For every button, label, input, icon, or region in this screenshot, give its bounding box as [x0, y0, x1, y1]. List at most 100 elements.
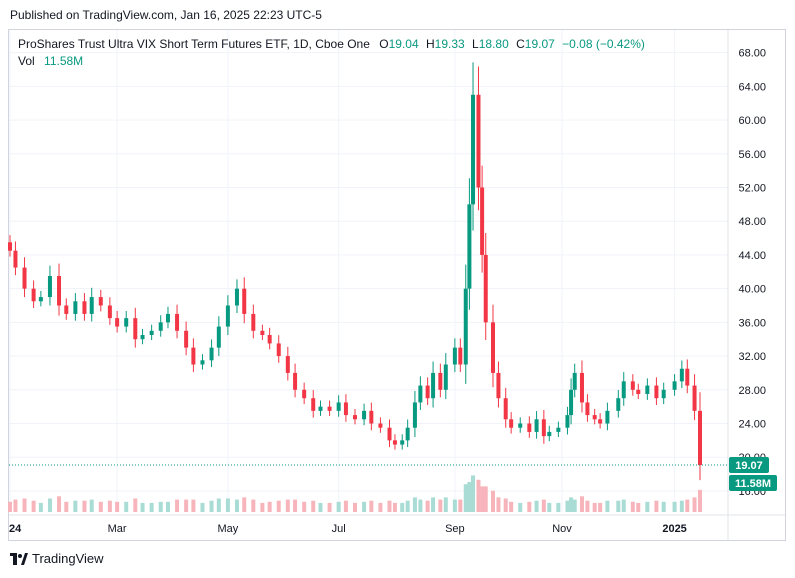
- volume-bar: [82, 500, 87, 512]
- y-tick-label: 48.00: [738, 216, 766, 228]
- candle-body: [133, 318, 138, 340]
- legend-close-label: C: [516, 37, 525, 51]
- candle-body: [378, 423, 383, 428]
- candle-body: [107, 305, 112, 319]
- candle-body: [518, 423, 523, 428]
- candle-body: [184, 330, 189, 348]
- volume-bar: [496, 497, 501, 512]
- candle-body: [149, 330, 154, 335]
- candle-body: [496, 372, 501, 399]
- last-price-label: 19.07: [735, 460, 763, 472]
- volume-bars: [8, 475, 702, 512]
- candle-body: [418, 385, 423, 403]
- volume-bar: [463, 484, 468, 512]
- tradingview-logo-icon[interactable]: [10, 552, 28, 565]
- candle-body: [491, 322, 495, 373]
- volume-bar: [327, 502, 332, 512]
- candle-body: [509, 419, 514, 428]
- candle-body: [569, 389, 574, 416]
- volume-bar: [483, 486, 488, 512]
- candle-body: [636, 389, 641, 394]
- candle-body: [82, 301, 87, 314]
- candle-body: [336, 402, 341, 411]
- volume-bar: [107, 500, 112, 512]
- volume-bar: [585, 500, 590, 512]
- candle-body: [547, 431, 552, 437]
- candle-body: [47, 276, 52, 298]
- x-tick-label: Nov: [552, 523, 572, 535]
- candle-body: [57, 276, 62, 306]
- volume-bar: [13, 499, 18, 512]
- volume-bar: [418, 499, 423, 512]
- volume-bar: [175, 499, 180, 512]
- volume-bar: [57, 496, 62, 512]
- volume-bar: [661, 501, 666, 512]
- candle-body: [471, 94, 476, 205]
- candle-body: [579, 372, 584, 403]
- candle-body: [645, 385, 650, 394]
- candle-body: [260, 330, 265, 335]
- candle-body: [387, 427, 392, 441]
- volume-bar: [31, 500, 36, 512]
- footer-brand[interactable]: TradingView: [32, 551, 104, 566]
- y-tick-label: 52.00: [738, 183, 766, 195]
- volume-bar: [572, 499, 577, 512]
- legend-high-label: H: [425, 37, 435, 51]
- volume-bar: [636, 502, 641, 512]
- volume-bar: [184, 499, 189, 512]
- volume-bar: [431, 497, 436, 512]
- y-tick-label: 28.00: [738, 385, 766, 397]
- candle-body: [443, 364, 448, 390]
- volume-bar: [64, 501, 69, 512]
- candle-body: [425, 385, 430, 399]
- volume-bar: [621, 499, 626, 512]
- candle-body: [480, 187, 485, 255]
- volume-bar: [387, 500, 392, 512]
- volume-bar: [672, 501, 677, 512]
- candle-body: [38, 297, 43, 302]
- volume-bar: [630, 501, 635, 512]
- candle-body: [534, 419, 539, 432]
- volume-bar: [556, 502, 561, 512]
- volume-bar: [124, 501, 129, 512]
- x-tick-label: Sep: [445, 523, 465, 535]
- volume-bar: [8, 501, 12, 512]
- volume-bar: [654, 500, 659, 512]
- volume-bar: [158, 501, 163, 512]
- volume-bar: [38, 502, 43, 512]
- candle-body: [692, 385, 697, 411]
- candle-body: [572, 372, 577, 390]
- volume-bar: [412, 497, 417, 512]
- candle-body: [452, 347, 457, 365]
- volume-bar: [452, 499, 457, 512]
- legend-low-value: 18.80: [478, 37, 509, 51]
- candlesticks: [8, 62, 702, 481]
- volume-bar: [592, 502, 597, 512]
- volume-bar: [225, 498, 230, 512]
- candle-body: [412, 402, 417, 428]
- chart-frame: [8, 29, 786, 541]
- volume-bar: [140, 502, 145, 512]
- volume-bar: [22, 498, 27, 512]
- candle-body: [98, 297, 103, 306]
- candle-body: [598, 419, 603, 424]
- volume-bar: [527, 501, 532, 512]
- time-axis: 24 Mar May Jul Sep Nov 2025: [9, 523, 687, 535]
- candle-body: [400, 440, 405, 445]
- y-tick-label: 24.00: [738, 419, 766, 431]
- y-tick-label: 36.00: [738, 317, 766, 329]
- volume-bar: [541, 499, 546, 512]
- volume-bar: [605, 500, 610, 512]
- candle-body: [503, 398, 508, 420]
- volume-bar: [565, 500, 570, 512]
- x-tick-label: Jul: [332, 523, 346, 535]
- legend-price-row: ProShares Trust Ultra VIX Short Term Fut…: [18, 36, 645, 53]
- volume-bar: [400, 502, 405, 512]
- candle-body: [661, 389, 666, 399]
- candle-body: [654, 385, 659, 399]
- volume-bar: [133, 498, 138, 512]
- volume-bar: [216, 498, 221, 512]
- volume-bar: [47, 498, 52, 512]
- legend-volume-row: Vol 11.58M: [18, 53, 645, 70]
